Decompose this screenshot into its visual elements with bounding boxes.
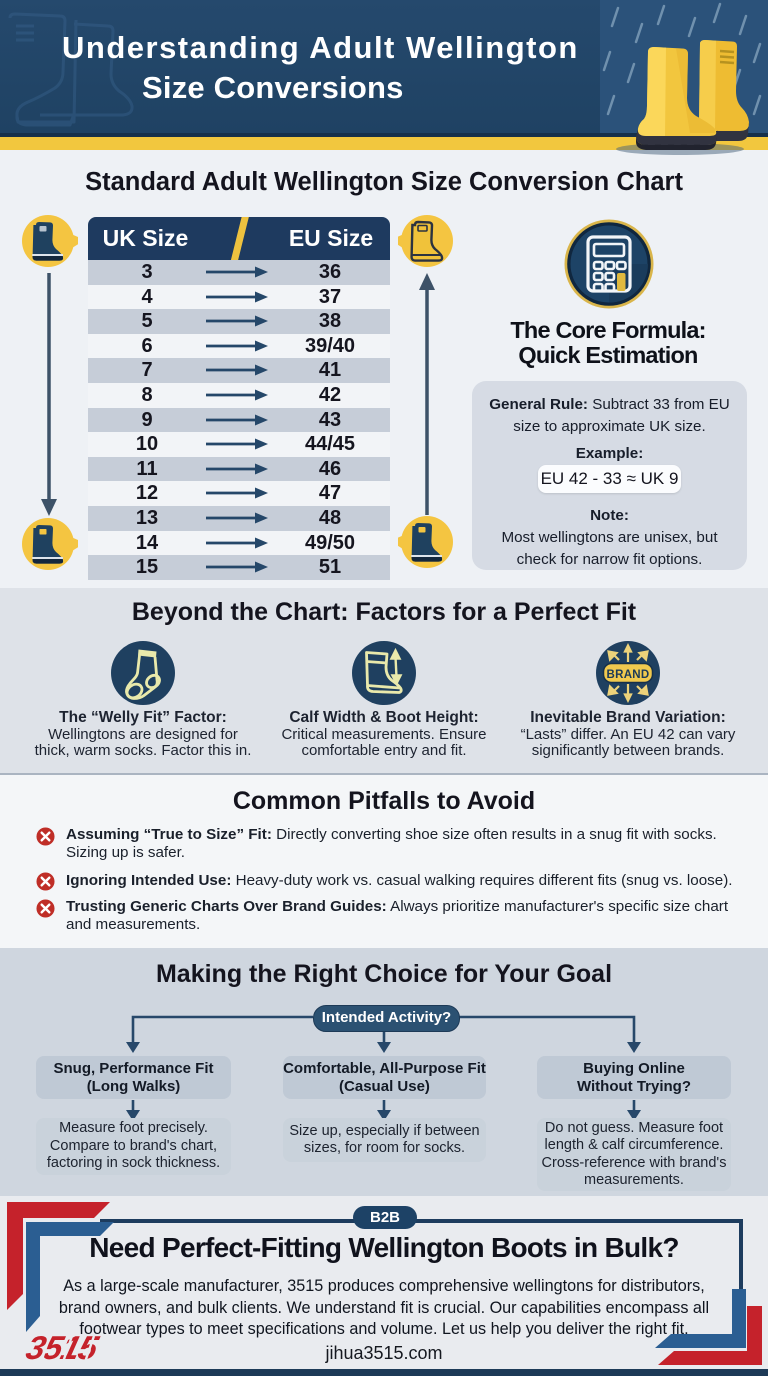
- svg-text:BRAND: BRAND: [606, 669, 649, 681]
